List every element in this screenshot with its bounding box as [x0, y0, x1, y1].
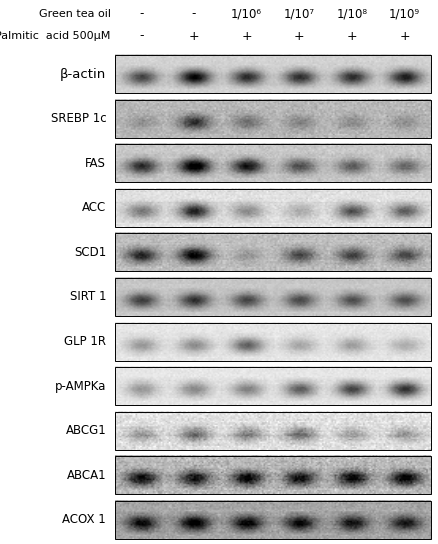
Bar — [115, 278, 430, 316]
Text: +: + — [241, 29, 251, 42]
Text: p-AMPKa: p-AMPKa — [55, 380, 106, 393]
Bar — [115, 367, 430, 405]
Text: ABCG1: ABCG1 — [65, 424, 106, 437]
Text: β-actin: β-actin — [60, 67, 106, 81]
Text: Palmitic  acid 500μM: Palmitic acid 500μM — [0, 31, 110, 41]
Text: -: - — [139, 29, 143, 42]
Bar — [115, 144, 430, 182]
Bar — [115, 323, 430, 361]
Text: GLP 1R: GLP 1R — [64, 335, 106, 348]
Text: 1/10⁷: 1/10⁷ — [283, 8, 314, 21]
Text: 1/10⁶: 1/10⁶ — [231, 8, 261, 21]
Text: +: + — [346, 29, 357, 42]
Text: +: + — [293, 29, 304, 42]
Text: SCD1: SCD1 — [74, 246, 106, 259]
Text: ABCA1: ABCA1 — [67, 469, 106, 482]
Text: 1/10⁸: 1/10⁸ — [336, 8, 367, 21]
Text: 1/10⁹: 1/10⁹ — [388, 8, 419, 21]
Text: -: - — [191, 8, 196, 21]
Bar — [115, 55, 430, 93]
Text: FAS: FAS — [85, 157, 106, 170]
Text: SREBP 1c: SREBP 1c — [50, 112, 106, 125]
Text: +: + — [188, 29, 199, 42]
Text: -: - — [139, 8, 143, 21]
Bar — [115, 100, 430, 138]
Text: Green tea oil: Green tea oil — [39, 9, 110, 19]
Text: SIRT 1: SIRT 1 — [70, 290, 106, 304]
Bar — [115, 501, 430, 539]
Text: ACC: ACC — [82, 201, 106, 214]
Bar — [115, 189, 430, 227]
Bar — [115, 412, 430, 450]
Text: +: + — [399, 29, 409, 42]
Text: ACOX 1: ACOX 1 — [62, 514, 106, 527]
Bar — [115, 456, 430, 494]
Bar — [115, 233, 430, 271]
